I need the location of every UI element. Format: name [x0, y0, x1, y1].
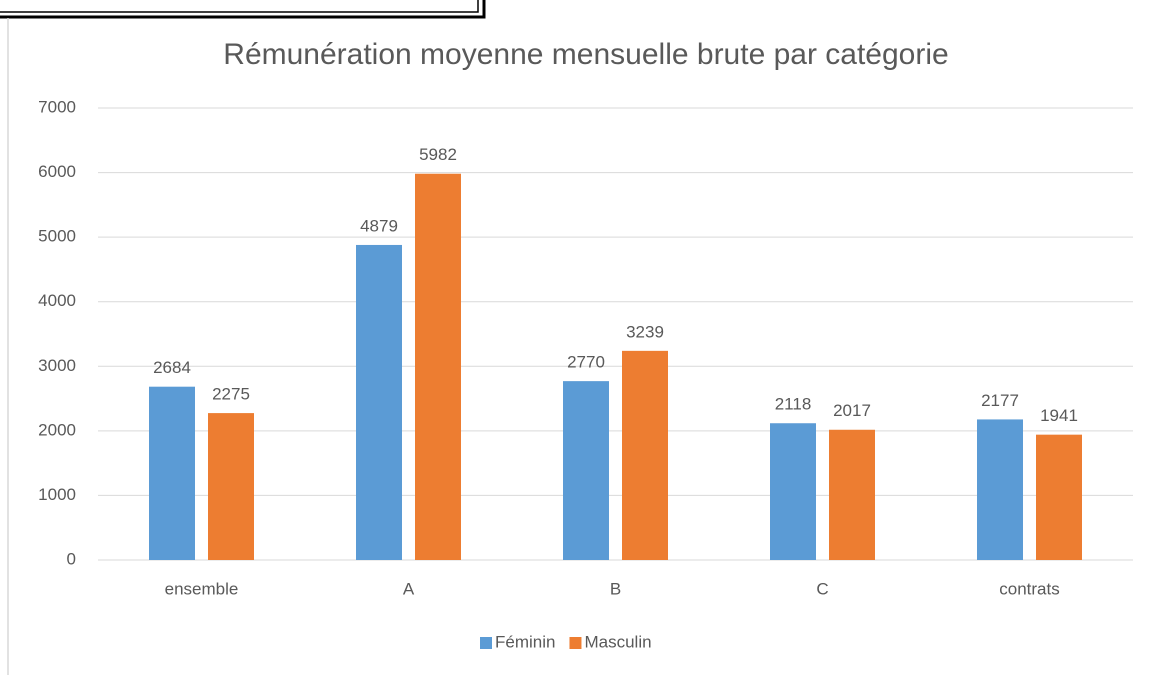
bar: [415, 173, 461, 561]
data-label: 1941: [1040, 406, 1078, 425]
bar: [622, 350, 668, 560]
bar: [149, 386, 195, 560]
x-tick-label: ensemble: [165, 579, 239, 598]
legend-label: Féminin: [495, 632, 555, 651]
data-label: 2770: [567, 353, 605, 372]
y-tick-label: 5000: [38, 227, 76, 246]
y-tick-label: 1000: [38, 485, 76, 504]
y-tick-label: 0: [67, 549, 76, 568]
data-label: 2017: [833, 401, 871, 420]
y-tick-label: 7000: [38, 97, 76, 116]
data-label: 2684: [153, 358, 191, 377]
frame-inner: [0, 0, 479, 13]
y-tick-label: 3000: [38, 356, 76, 375]
bar: [829, 429, 875, 560]
legend-swatch: [569, 637, 582, 649]
bar: [563, 381, 609, 560]
frame-outer: [0, 0, 486, 19]
x-tick-label: B: [610, 579, 621, 598]
data-label: 2275: [212, 385, 250, 404]
x-tick-label: contrats: [999, 579, 1059, 598]
x-tick-label: C: [816, 579, 828, 598]
bar: [977, 419, 1023, 560]
data-label: 2177: [981, 391, 1019, 410]
y-tick-label: 4000: [38, 291, 76, 310]
data-label: 5982: [419, 145, 457, 164]
legend-label: Masculin: [584, 632, 651, 651]
bar: [1036, 434, 1082, 560]
data-label: 4879: [360, 216, 398, 235]
data-label: 2118: [775, 395, 812, 414]
y-tick-label: 2000: [38, 420, 76, 439]
data-label: 3239: [626, 322, 664, 341]
bar: [770, 423, 816, 560]
chart-title: Rémunération moyenne mensuelle brute par…: [223, 38, 948, 71]
bar: [356, 244, 402, 560]
legend-swatch: [480, 637, 492, 649]
y-tick-label: 6000: [38, 162, 76, 181]
bar: [208, 413, 254, 560]
x-tick-label: A: [403, 579, 415, 598]
